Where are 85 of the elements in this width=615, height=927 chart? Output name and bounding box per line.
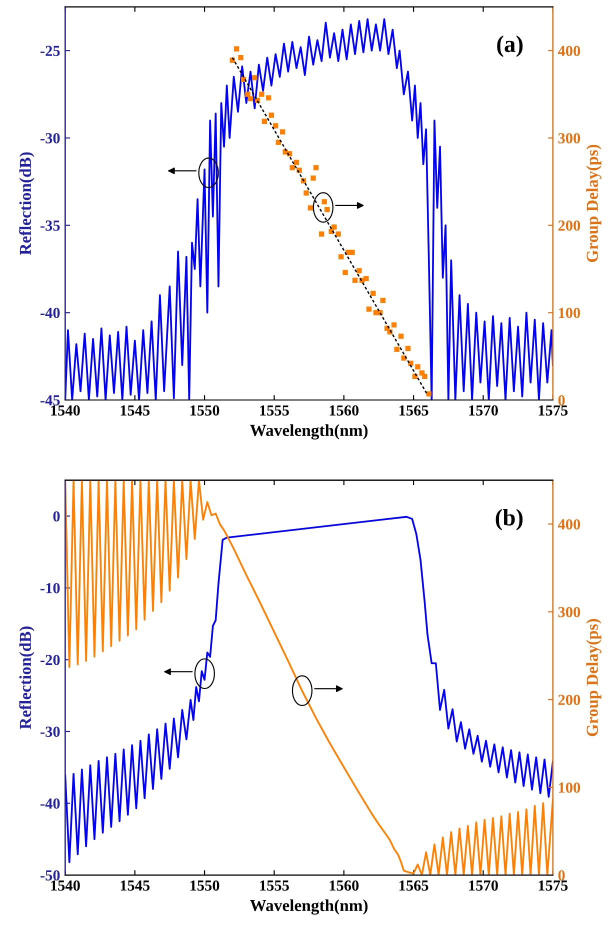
y2-axis-title: Group Delay(ps) [586, 144, 602, 262]
x-tick-label: 1550 [190, 880, 220, 891]
point [266, 95, 272, 100]
x-tick-label: 1550 [190, 405, 220, 416]
x-tick-label: 1565 [399, 880, 428, 891]
point [322, 199, 327, 204]
y-tick-label: -10 [40, 583, 60, 594]
x-tick-label: 1545 [120, 405, 150, 416]
y2-tick-label: 100 [558, 308, 580, 318]
x-tick-label: 1560 [330, 405, 359, 416]
point [336, 231, 341, 237]
y-tick-label: 0 [53, 511, 60, 522]
y-tick-label: -40 [40, 308, 60, 318]
y-tick-label: -25 [40, 46, 60, 56]
point [276, 140, 281, 145]
point [318, 231, 324, 237]
point [290, 165, 295, 170]
point [280, 129, 286, 134]
x-tick-label: 1570 [469, 880, 498, 891]
point [426, 391, 432, 396]
y-tick-label: -30 [40, 133, 60, 144]
point [332, 224, 337, 230]
y2-tick-label: 0 [558, 395, 565, 406]
point [352, 278, 358, 283]
x-tick-label: 1555 [260, 405, 289, 416]
annotation: (b) [496, 508, 523, 530]
point [415, 364, 420, 370]
x-tick-label: 1555 [260, 880, 289, 891]
point [313, 165, 319, 170]
x-tick-label: 1565 [399, 405, 428, 416]
x-tick-label: 1570 [469, 405, 498, 416]
y-tick-label: -35 [40, 220, 60, 231]
line-series [65, 18, 553, 400]
y-axis-title: Reflection(dB) [19, 152, 34, 256]
y-tick-label: -50 [40, 870, 60, 881]
point [350, 250, 355, 255]
point [308, 205, 314, 210]
x-tick-label: 1540 [51, 880, 80, 891]
point [268, 112, 274, 118]
point [405, 346, 411, 352]
point [294, 160, 300, 166]
point [398, 334, 404, 339]
point [272, 123, 278, 128]
point [422, 374, 428, 380]
point [324, 206, 330, 212]
point [342, 270, 348, 276]
point [252, 75, 258, 80]
y2-axis-title: Group Delay(ps) [586, 619, 602, 736]
y2-tick-label: 100 [558, 782, 580, 793]
point [366, 306, 372, 312]
y2-tick-label: 400 [558, 519, 580, 530]
x-tick-label: 1575 [538, 880, 568, 891]
point [310, 176, 316, 181]
point [380, 298, 386, 304]
point [394, 346, 400, 352]
y-axis-title: Reflection(dB) [19, 626, 34, 730]
y-tick-label: -30 [40, 726, 60, 737]
point [391, 322, 397, 328]
point [356, 268, 362, 274]
point [238, 55, 244, 60]
point [234, 46, 240, 52]
y2-tick-label: 0 [558, 870, 565, 881]
y-tick-label: -40 [40, 798, 60, 809]
y2-tick-label: 400 [558, 46, 580, 56]
x-tick-label: 1545 [120, 880, 150, 891]
point [259, 92, 264, 97]
point [338, 254, 344, 260]
y2-tick-label: 200 [558, 694, 580, 706]
x-tick-label: 1560 [330, 880, 359, 891]
y-tick-label: -20 [40, 654, 60, 666]
x-axis-title: Wavelength(nm) [250, 424, 368, 440]
x-tick-label: 1575 [538, 405, 568, 416]
y-tick-label: -45 [40, 395, 60, 406]
annotation: (a) [497, 36, 523, 57]
y2-tick-label: 300 [558, 133, 580, 144]
point [248, 96, 254, 102]
point [245, 92, 250, 97]
point [370, 290, 376, 296]
y2-tick-label: 300 [558, 606, 580, 618]
x-tick-label: 1540 [51, 405, 80, 416]
y2-tick-label: 200 [558, 220, 580, 231]
x-axis-title: Wavelength(nm) [250, 899, 368, 915]
point [304, 190, 309, 196]
point [364, 276, 369, 282]
point [262, 118, 268, 124]
